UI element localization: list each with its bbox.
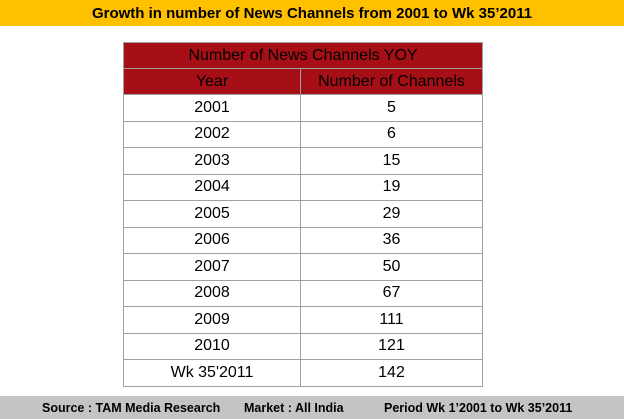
year-cell: 2006 — [123, 226, 301, 254]
channels-cell: 121 — [299, 332, 484, 360]
table-body: 2001 5 2002 6 2003 15 2004 19 2005 29 2006 36 2007 50… — [123, 94, 484, 387]
page-title-bar: Growth in number of News Channels from 2… — [0, 0, 624, 26]
channels-cell: 142 — [299, 359, 484, 387]
channels-cell: 50 — [299, 253, 484, 281]
year-cell: 2004 — [123, 173, 301, 201]
channels-cell: 15 — [299, 147, 484, 175]
channels-cell: 19 — [299, 173, 484, 201]
table-row: 2007 50 — [123, 253, 484, 281]
page-title: Growth in number of News Channels from 2… — [91, 4, 533, 22]
table-row: 2003 15 — [123, 147, 484, 175]
year-cell: 2002 — [123, 120, 301, 148]
footer-source: Source : TAM Media Research — [42, 400, 221, 415]
channels-cell: 111 — [299, 306, 484, 334]
column-header-channels: Number of Channels — [299, 68, 484, 95]
table-row: 2009 111 — [123, 306, 484, 334]
footer-market: Market : All India — [244, 400, 344, 415]
table-row: 2001 5 — [123, 94, 484, 122]
column-header-year: Year — [123, 68, 301, 95]
channels-cell: 5 — [299, 94, 484, 122]
table-row: 2005 29 — [123, 200, 484, 228]
year-cell: 2009 — [123, 306, 301, 334]
table-row: 2002 6 — [123, 120, 484, 148]
year-cell: 2007 — [123, 253, 301, 281]
table-caption: Number of News Channels YOY — [122, 42, 484, 69]
table-row: 2010 121 — [123, 332, 484, 360]
channels-cell: 67 — [299, 279, 484, 307]
news-channels-table: Number of News Channels YOY Year Number … — [122, 42, 484, 387]
year-cell: 2001 — [123, 94, 301, 122]
footer-period: Period Wk 1’2001 to Wk 35’2011 — [384, 400, 573, 415]
table-row: 2004 19 — [123, 173, 484, 201]
table-row: 2006 36 — [123, 226, 484, 254]
channels-cell: 36 — [299, 226, 484, 254]
table-row: 2008 67 — [123, 279, 484, 307]
year-cell: 2005 — [123, 200, 301, 228]
year-cell: 2008 — [123, 279, 301, 307]
table-row: Wk 35'2011 142 — [123, 359, 484, 387]
channels-cell: 6 — [299, 120, 484, 148]
channels-cell: 29 — [299, 200, 484, 228]
year-cell: Wk 35'2011 — [123, 359, 301, 387]
year-cell: 2010 — [123, 332, 301, 360]
footer-bar: Source : TAM Media Research Market : All… — [0, 396, 624, 419]
year-cell: 2003 — [123, 147, 301, 175]
